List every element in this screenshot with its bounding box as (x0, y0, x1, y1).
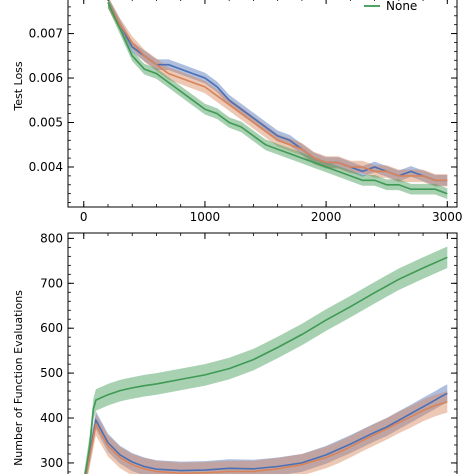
series-1-band (84, 384, 448, 474)
y-tick-label: 0.005 (29, 116, 63, 130)
y-tick-label: 0.006 (29, 71, 63, 85)
y-tick-label: 300 (40, 456, 63, 470)
x-tick-label: 1000 (190, 210, 221, 224)
y-tick-label: 0.004 (29, 160, 63, 174)
y-tick-label: 700 (40, 276, 63, 290)
none-line (107, 2, 448, 195)
x-tick-label: 3000 (432, 210, 463, 224)
none-line (84, 256, 448, 474)
series-2-line (85, 401, 448, 474)
none-band (83, 246, 448, 474)
legend: None (364, 0, 417, 13)
y-axis-label: Test Loss (12, 61, 25, 112)
y-axis-label: Number of Function Evaluations (12, 290, 25, 466)
plot-frame (67, 0, 458, 208)
plot-area (107, 0, 448, 199)
legend-label: None (386, 0, 417, 13)
plot-frame (67, 232, 458, 474)
series-2-line (107, 2, 448, 182)
function-evaluations-plot: 300 400 500 600 700 800 Number of Function Eva… (12, 231, 458, 474)
series-2-band (83, 391, 448, 474)
test-loss-plot: 0.004 0.005 0.006 0.007 0 1000 2000 3000 Test Lo… (12, 0, 463, 224)
y-tick-label: 500 (40, 366, 63, 380)
series-1-band (108, 0, 448, 186)
x-tick-label: 0 (80, 210, 88, 224)
series-2-band (108, 0, 448, 187)
y-tick-label: 400 (40, 411, 63, 425)
plot-area (83, 246, 448, 474)
x-tick-label: 2000 (311, 210, 342, 224)
series-1-line (85, 392, 448, 474)
y-tick-label: 0.007 (29, 27, 63, 41)
y-tick-label: 800 (40, 231, 63, 245)
y-tick-label: 600 (40, 321, 63, 335)
